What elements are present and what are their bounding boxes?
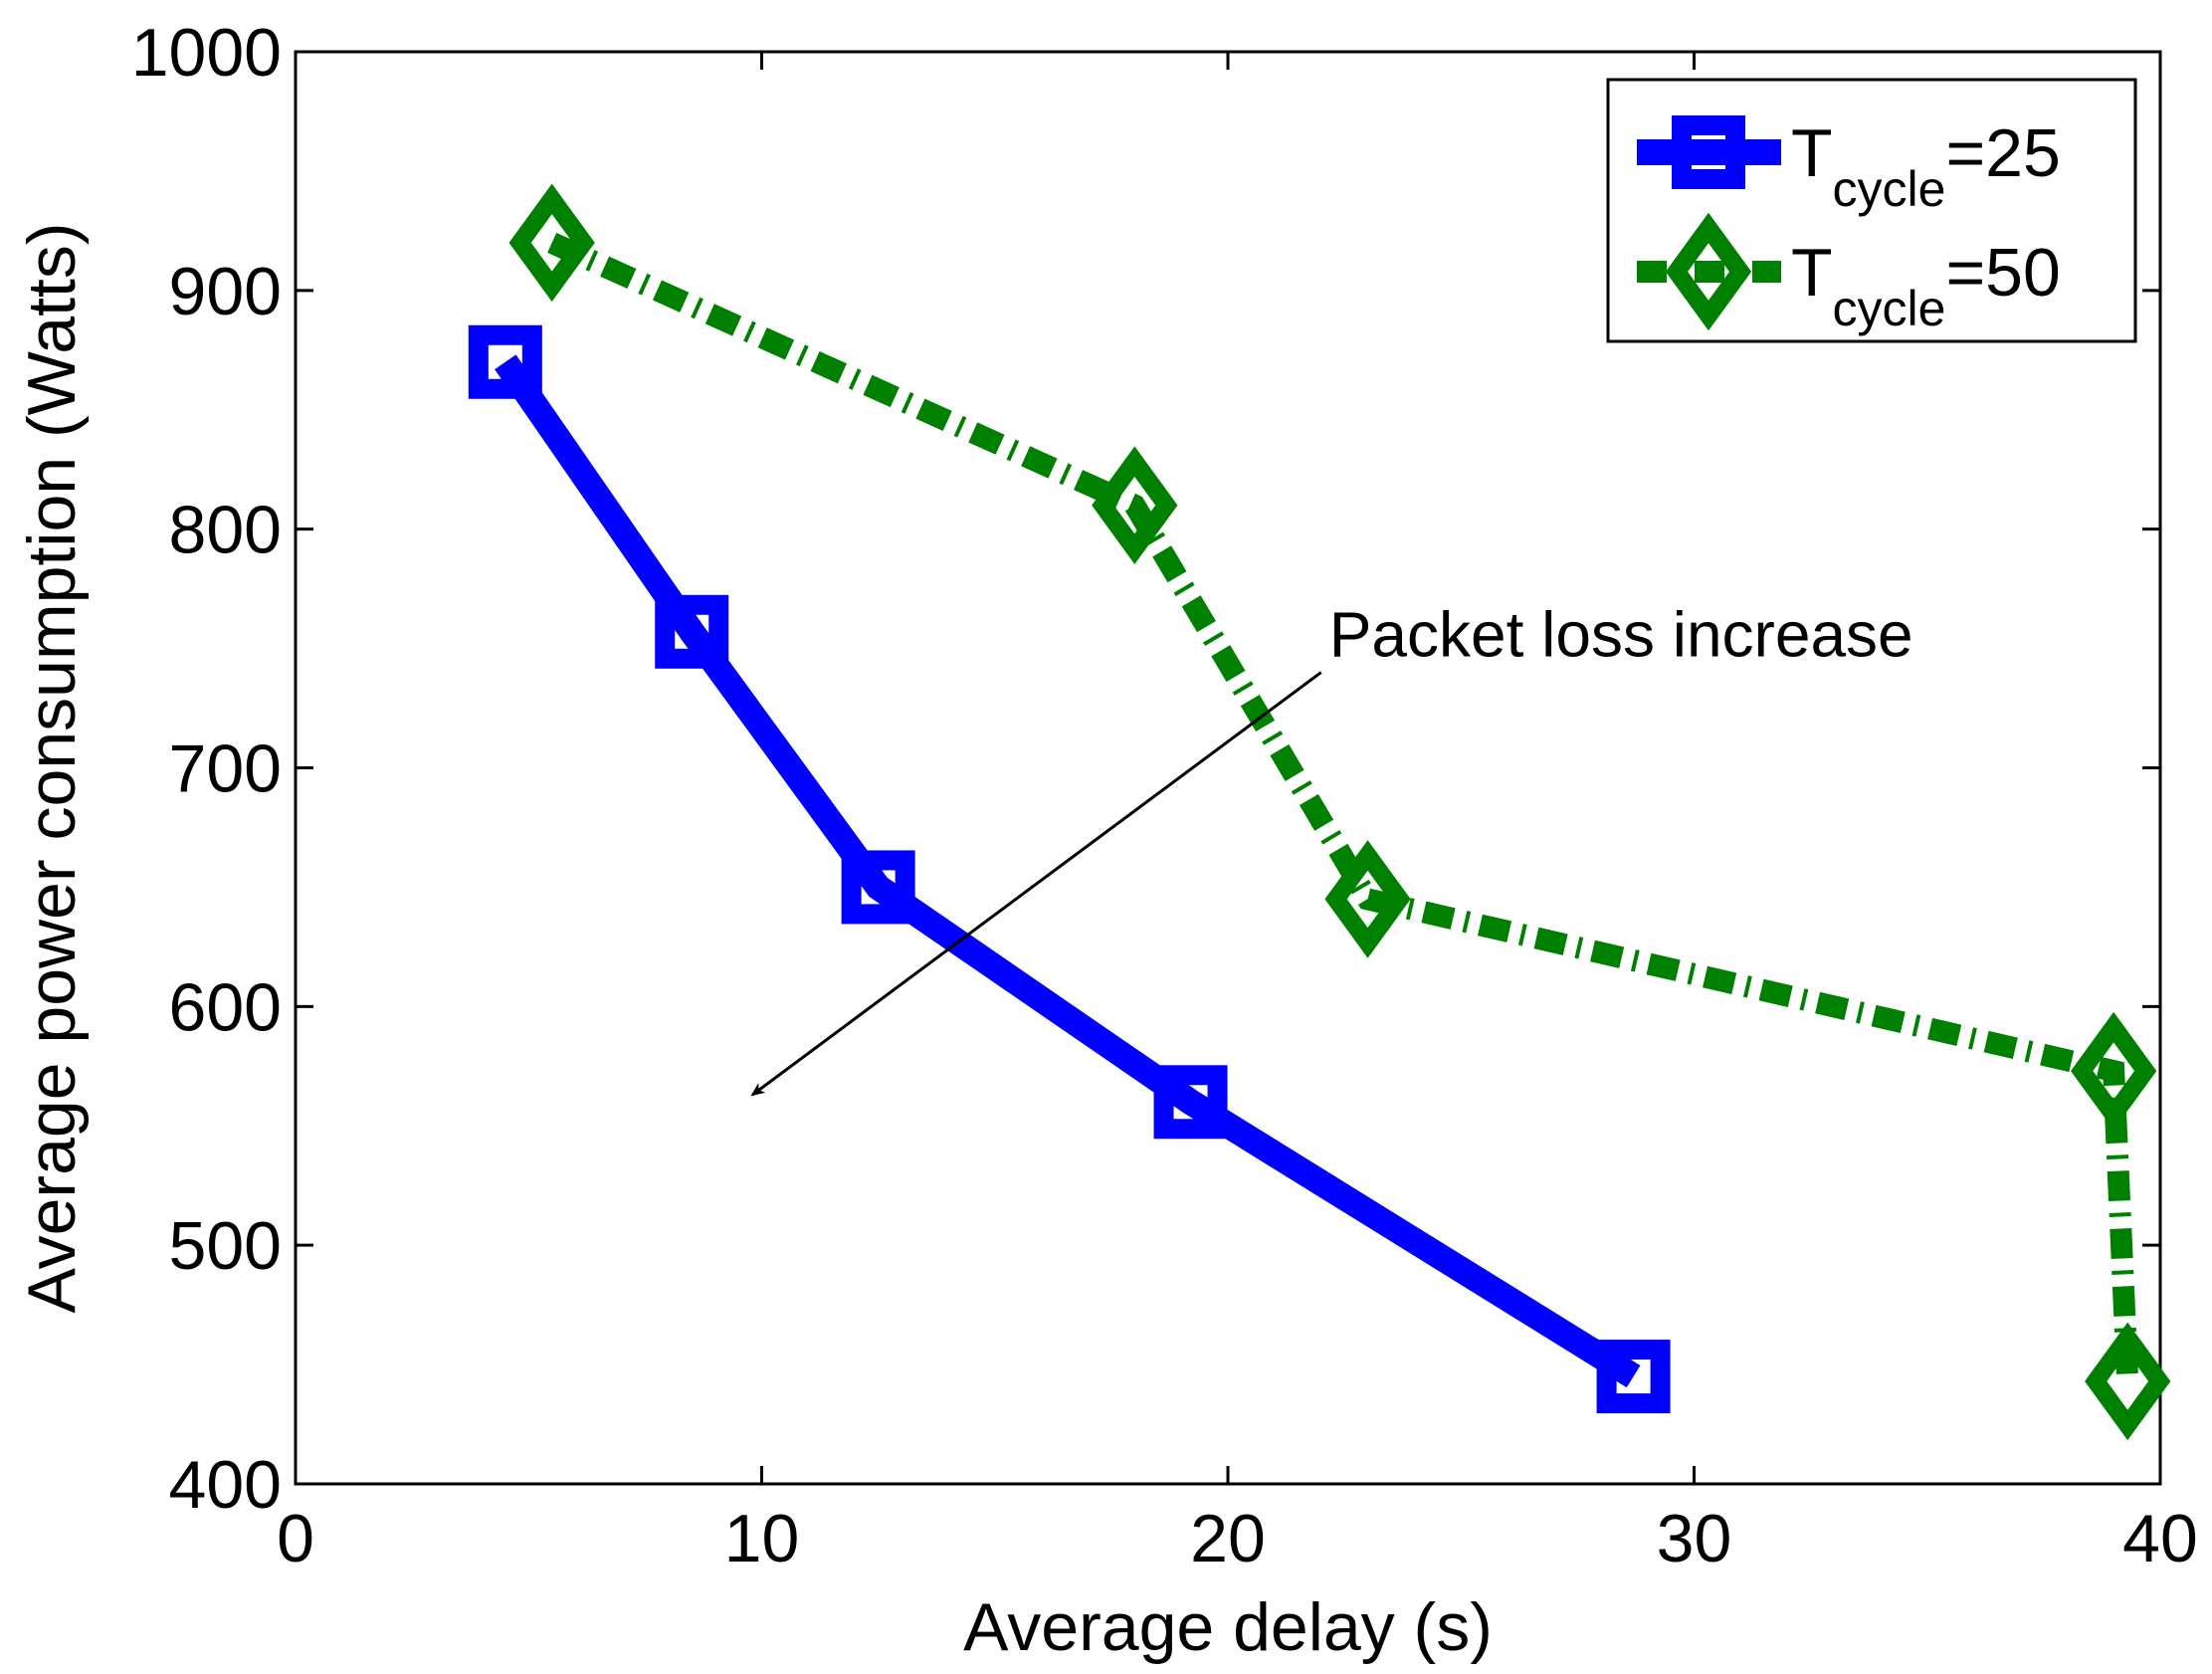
x-tick-label: 40: [2122, 1501, 2198, 1576]
legend-label-base: T: [1791, 115, 1833, 191]
y-tick-label: 700: [169, 732, 282, 807]
legend-label: Tcycle=50: [1791, 235, 2061, 336]
annotation-arrow: [750, 671, 1322, 1097]
y-tick-label: 800: [169, 493, 282, 568]
legend-entry-1: Tcycle=25: [1637, 115, 2061, 217]
series-1: [468, 324, 1671, 1414]
series-2: [508, 183, 2171, 1441]
y-tick-label: 1000: [131, 15, 282, 91]
axis-ticks: 0 10 20 30 40 400 500 600 700 800 900 1000: [131, 15, 2198, 1576]
data-point-diamond: [2071, 1011, 2157, 1131]
legend-label-subscript: cycle: [1833, 161, 1946, 217]
x-axis-title: Average delay (s): [963, 1589, 1493, 1665]
y-axis-title: Average power consumption (Watts): [14, 222, 90, 1313]
annotation-text: Packet loss increase: [1329, 599, 1913, 671]
series-layer: [468, 183, 2171, 1441]
annotation-layer: Packet loss increase: [750, 599, 1913, 1097]
y-tick-label: 400: [169, 1447, 282, 1523]
data-point-square: [1596, 1340, 1671, 1414]
data-point-square: [1153, 1065, 1228, 1140]
legend-label-suffix: =50: [1945, 235, 2060, 311]
legend-label: Tcycle=25: [1791, 115, 2061, 217]
data-point-diamond: [2085, 1322, 2171, 1441]
data-point-diamond: [1324, 840, 1411, 958]
legend-entry-2: Tcycle=50: [1637, 212, 2061, 336]
x-tick-label: 30: [1657, 1501, 1732, 1576]
series-line: [547, 232, 2139, 1382]
y-tick-label: 500: [169, 1208, 282, 1284]
x-tick-label: 10: [724, 1501, 800, 1576]
data-point-square: [841, 850, 915, 925]
x-tick-label: 0: [277, 1501, 314, 1576]
y-tick-label: 900: [169, 254, 282, 329]
y-tick-label: 600: [169, 969, 282, 1045]
legend-label-base: T: [1791, 235, 1833, 311]
legend-label-subscript: cycle: [1833, 281, 1946, 336]
data-point-diamond: [1665, 212, 1752, 331]
legend-label-suffix: =25: [1945, 115, 2060, 191]
data-point-diamond: [1092, 446, 1178, 564]
x-tick-label: 20: [1190, 1501, 1266, 1576]
data-point-diamond: [508, 183, 595, 303]
data-point-square: [1672, 115, 1745, 189]
data-point-square: [468, 324, 542, 399]
data-point-square: [655, 594, 729, 669]
series-line: [495, 354, 1641, 1388]
